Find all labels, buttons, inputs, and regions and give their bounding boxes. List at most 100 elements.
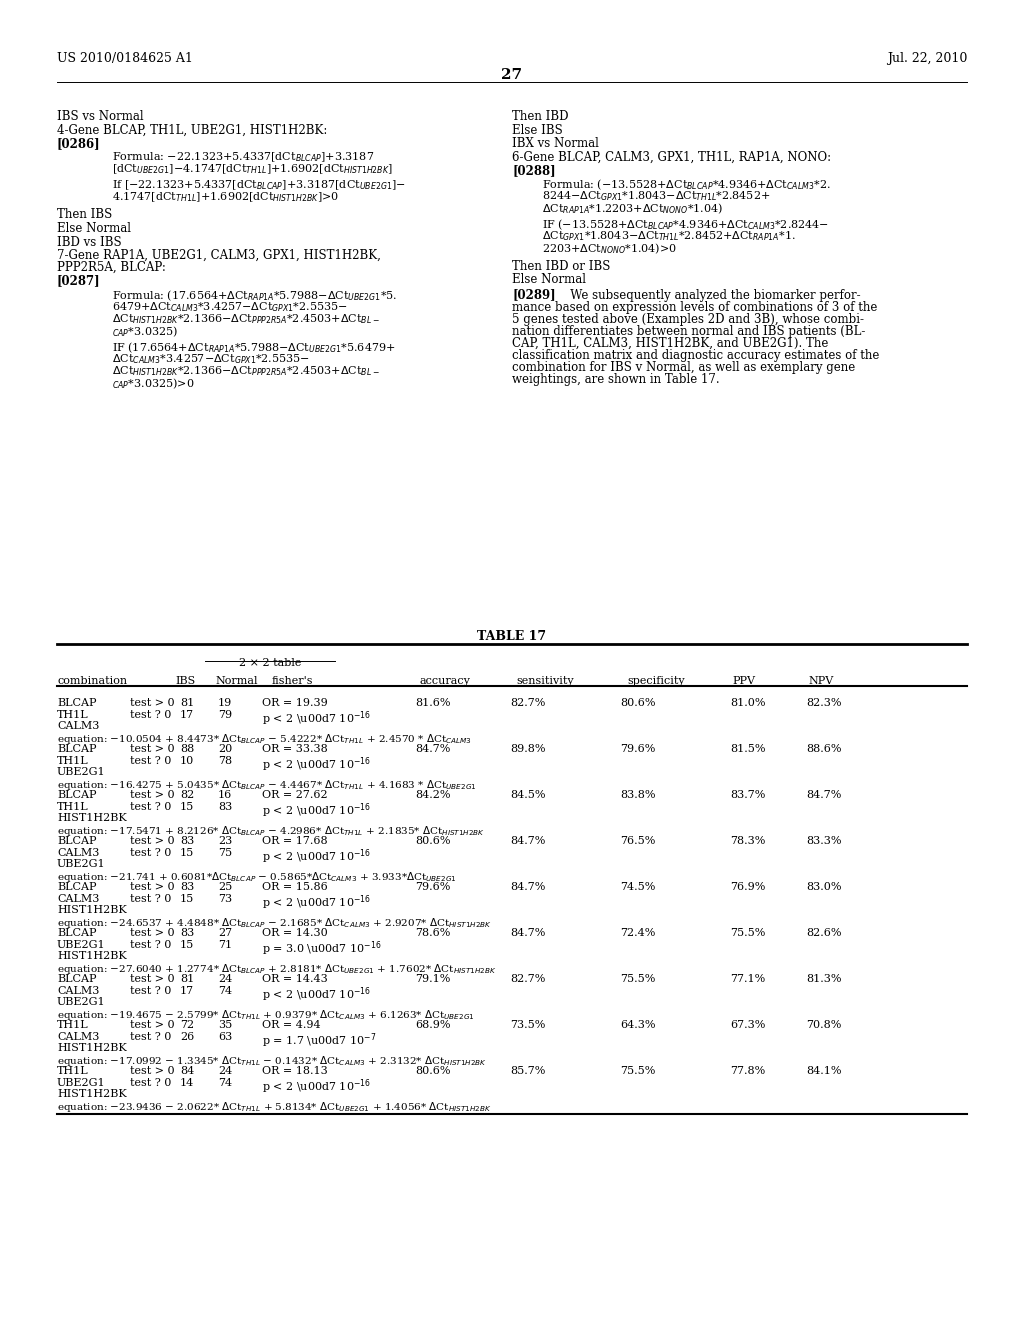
Text: 71: 71 [218, 940, 232, 949]
Text: test ? 0: test ? 0 [130, 847, 171, 858]
Text: BLCAP: BLCAP [57, 974, 96, 983]
Text: Formula: (17.6564+$\Delta$Ct$_{RAP1A}$*5.7988$-\Delta$Ct$_{UBE2G1}$*5.: Formula: (17.6564+$\Delta$Ct$_{RAP1A}$*5… [112, 288, 397, 302]
Text: test ? 0: test ? 0 [130, 940, 171, 949]
Text: OR = 14.30: OR = 14.30 [262, 928, 328, 939]
Text: BLCAP: BLCAP [57, 928, 96, 939]
Text: 79: 79 [218, 710, 232, 719]
Text: 70.8%: 70.8% [806, 1020, 842, 1030]
Text: BLCAP: BLCAP [57, 882, 96, 892]
Text: 4.1747[dCt$_{TH1L}$]+1.6902[dCt$_{HIST1H2BK}$]>0: 4.1747[dCt$_{TH1L}$]+1.6902[dCt$_{HIST1H… [112, 190, 339, 205]
Text: 83.0%: 83.0% [806, 882, 842, 892]
Text: test > 0: test > 0 [130, 744, 175, 754]
Text: 82.7%: 82.7% [510, 698, 546, 708]
Text: equation: $-$17.5471 + 8.2126* $\Delta$Ct$_{BLCAP}$ $-$ 4.2986* $\Delta$Ct$_{TH1: equation: $-$17.5471 + 8.2126* $\Delta$C… [57, 825, 485, 838]
Text: IF (17.6564+$\Delta$Ct$_{RAP1A}$*5.7988$-\Delta$Ct$_{UBE2G1}$*5.6479+: IF (17.6564+$\Delta$Ct$_{RAP1A}$*5.7988$… [112, 341, 395, 355]
Text: p = 3.0 \u00d7 10$^{-16}$: p = 3.0 \u00d7 10$^{-16}$ [262, 940, 382, 958]
Text: BLCAP: BLCAP [57, 744, 96, 754]
Text: 15: 15 [180, 940, 195, 949]
Text: 81.0%: 81.0% [730, 698, 766, 708]
Text: test > 0: test > 0 [130, 1020, 175, 1030]
Text: 79.6%: 79.6% [415, 882, 451, 892]
Text: 83: 83 [180, 836, 195, 846]
Text: specificity: specificity [627, 676, 685, 686]
Text: Formula: $-$22.1323+5.4337[dCt$_{BLCAP}$]+3.3187: Formula: $-$22.1323+5.4337[dCt$_{BLCAP}$… [112, 150, 374, 164]
Text: equation: $-$23.9436 $-$ 2.0622* $\Delta$Ct$_{TH1L}$ + 5.8134* $\Delta$Ct$_{UBE2: equation: $-$23.9436 $-$ 2.0622* $\Delta… [57, 1101, 492, 1114]
Text: 15: 15 [180, 894, 195, 903]
Text: UBE2G1: UBE2G1 [57, 940, 105, 949]
Text: fisher's: fisher's [272, 676, 313, 686]
Text: 67.3%: 67.3% [730, 1020, 765, 1030]
Text: OR = 33.38: OR = 33.38 [262, 744, 328, 754]
Text: Else Normal: Else Normal [512, 273, 586, 286]
Text: 75.5%: 75.5% [620, 1067, 655, 1076]
Text: Else IBS: Else IBS [512, 124, 563, 136]
Text: UBE2G1: UBE2G1 [57, 767, 105, 777]
Text: test ? 0: test ? 0 [130, 755, 171, 766]
Text: 26: 26 [180, 1031, 195, 1041]
Text: 81.6%: 81.6% [415, 698, 451, 708]
Text: 77.8%: 77.8% [730, 1067, 765, 1076]
Text: 2 × 2 table: 2 × 2 table [239, 657, 301, 668]
Text: CALM3: CALM3 [57, 894, 99, 903]
Text: 75.5%: 75.5% [620, 974, 655, 983]
Text: test ? 0: test ? 0 [130, 1031, 171, 1041]
Text: 16: 16 [218, 789, 232, 800]
Text: 81: 81 [180, 698, 195, 708]
Text: PPV: PPV [732, 676, 755, 686]
Text: 79.1%: 79.1% [415, 974, 451, 983]
Text: 7-Gene RAP1A, UBE2G1, CALM3, GPX1, HIST1H2BK,: 7-Gene RAP1A, UBE2G1, CALM3, GPX1, HIST1… [57, 249, 381, 261]
Text: TH1L: TH1L [57, 1067, 89, 1076]
Text: CALM3: CALM3 [57, 847, 99, 858]
Text: IBD vs IBS: IBD vs IBS [57, 235, 122, 248]
Text: 73: 73 [218, 894, 232, 903]
Text: 76.9%: 76.9% [730, 882, 765, 892]
Text: 20: 20 [218, 744, 232, 754]
Text: TH1L: TH1L [57, 710, 89, 719]
Text: OR = 18.13: OR = 18.13 [262, 1067, 328, 1076]
Text: [0287]: [0287] [57, 275, 100, 288]
Text: 64.3%: 64.3% [620, 1020, 655, 1030]
Text: 85.7%: 85.7% [510, 1067, 546, 1076]
Text: test > 0: test > 0 [130, 698, 175, 708]
Text: nation differentiates between normal and IBS patients (BL-: nation differentiates between normal and… [512, 325, 865, 338]
Text: weightings, are shown in Table 17.: weightings, are shown in Table 17. [512, 372, 720, 385]
Text: 15: 15 [180, 847, 195, 858]
Text: 27: 27 [218, 928, 232, 939]
Text: 17: 17 [180, 986, 195, 995]
Text: 82.3%: 82.3% [806, 698, 842, 708]
Text: NPV: NPV [808, 676, 834, 686]
Text: 83.8%: 83.8% [620, 789, 655, 800]
Text: $\Delta$Ct$_{GPX1}$*1.8043$-\Delta$Ct$_{TH1L}$*2.8452+$\Delta$Ct$_{RAP1A}$*1.: $\Delta$Ct$_{GPX1}$*1.8043$-\Delta$Ct$_{… [542, 230, 796, 243]
Text: 72.4%: 72.4% [620, 928, 655, 939]
Text: test > 0: test > 0 [130, 789, 175, 800]
Text: 81.3%: 81.3% [806, 974, 842, 983]
Text: p < 2 \u00d7 10$^{-16}$: p < 2 \u00d7 10$^{-16}$ [262, 755, 371, 774]
Text: equation: $-$24.6537 + 4.4848* $\Delta$Ct$_{BLCAP}$ $-$ 2.1685* $\Delta$Ct$_{CAL: equation: $-$24.6537 + 4.4848* $\Delta$C… [57, 916, 493, 931]
Text: CAP, TH1L, CALM3, HIST1H2BK, and UBE2G1). The: CAP, TH1L, CALM3, HIST1H2BK, and UBE2G1)… [512, 337, 828, 350]
Text: If [$-$22.1323+5.4337[dCt$_{BLCAP}$]+3.3187[dCt$_{UBE2G1}$]$-$: If [$-$22.1323+5.4337[dCt$_{BLCAP}$]+3.3… [112, 178, 406, 193]
Text: 68.9%: 68.9% [415, 1020, 451, 1030]
Text: p < 2 \u00d7 10$^{-16}$: p < 2 \u00d7 10$^{-16}$ [262, 847, 371, 866]
Text: p < 2 \u00d7 10$^{-16}$: p < 2 \u00d7 10$^{-16}$ [262, 986, 371, 1005]
Text: combination for IBS v Normal, as well as exemplary gene: combination for IBS v Normal, as well as… [512, 360, 855, 374]
Text: 63: 63 [218, 1031, 232, 1041]
Text: 10: 10 [180, 755, 195, 766]
Text: $\Delta$Ct$_{RAP1A}$*1.2203+$\Delta$Ct$_{NONO}$*1.04): $\Delta$Ct$_{RAP1A}$*1.2203+$\Delta$Ct$_… [542, 202, 723, 216]
Text: Formula: ($-$13.5528+$\Delta$Ct$_{BLCAP}$*4.9346+$\Delta$Ct$_{CALM3}$*2.: Formula: ($-$13.5528+$\Delta$Ct$_{BLCAP}… [542, 177, 830, 193]
Text: 89.8%: 89.8% [510, 744, 546, 754]
Text: Then IBD: Then IBD [512, 110, 568, 123]
Text: 84.1%: 84.1% [806, 1067, 842, 1076]
Text: TH1L: TH1L [57, 755, 89, 766]
Text: OR = 15.86: OR = 15.86 [262, 882, 328, 892]
Text: HIST1H2BK: HIST1H2BK [57, 950, 127, 961]
Text: 84.5%: 84.5% [510, 789, 546, 800]
Text: PPP2R5A, BLCAP:: PPP2R5A, BLCAP: [57, 261, 166, 275]
Text: $\Delta$Ct$_{HIST1H2BK}$*2.1366$-\Delta$Ct$_{PPP2R5A}$*2.4503+$\Delta$Ct$_{BL-}$: $\Delta$Ct$_{HIST1H2BK}$*2.1366$-\Delta$… [112, 312, 380, 326]
Text: 76.5%: 76.5% [620, 836, 655, 846]
Text: p < 2 \u00d7 10$^{-16}$: p < 2 \u00d7 10$^{-16}$ [262, 1077, 371, 1096]
Text: equation: $-$10.0504 + 8.4473* $\Delta$Ct$_{BLCAP}$ $-$ 5.4222* $\Delta$Ct$_{TH1: equation: $-$10.0504 + 8.4473* $\Delta$C… [57, 733, 472, 747]
Text: CALM3: CALM3 [57, 721, 99, 731]
Text: 80.6%: 80.6% [620, 698, 655, 708]
Text: equation: $-$21.741 + 0.6081*$\Delta$Ct$_{BLCAP}$ $-$ 0.5865*$\Delta$Ct$_{CALM3}: equation: $-$21.741 + 0.6081*$\Delta$Ct$… [57, 870, 457, 884]
Text: 84.7%: 84.7% [510, 928, 546, 939]
